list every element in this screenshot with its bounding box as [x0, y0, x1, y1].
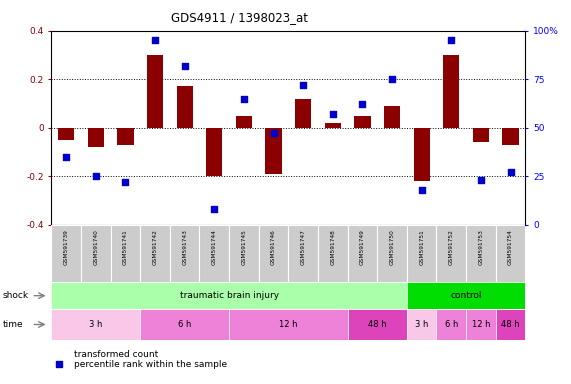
Point — [180, 63, 189, 69]
Text: 12 h: 12 h — [472, 320, 490, 329]
Text: control: control — [451, 291, 482, 300]
Point — [269, 131, 278, 137]
Bar — [288, 225, 318, 282]
Bar — [88, 127, 104, 147]
Bar — [377, 225, 407, 282]
Point — [358, 101, 367, 108]
Bar — [413, 127, 430, 181]
Bar — [443, 55, 460, 127]
Point — [388, 76, 397, 82]
Bar — [407, 225, 436, 282]
Bar — [176, 86, 193, 127]
Text: GSM591753: GSM591753 — [478, 229, 484, 265]
Point — [239, 96, 248, 102]
Bar — [117, 127, 134, 145]
Text: GSM591752: GSM591752 — [449, 229, 454, 265]
Text: GSM591742: GSM591742 — [152, 229, 158, 265]
Text: 12 h: 12 h — [279, 320, 297, 329]
Text: GSM591746: GSM591746 — [271, 229, 276, 265]
Point — [55, 361, 64, 367]
Text: percentile rank within the sample: percentile rank within the sample — [74, 360, 227, 369]
Text: GSM591743: GSM591743 — [182, 229, 187, 265]
Bar — [206, 127, 223, 176]
Bar — [199, 225, 229, 282]
Bar — [436, 225, 466, 282]
Text: GSM591740: GSM591740 — [93, 229, 98, 265]
Text: GSM591744: GSM591744 — [212, 229, 217, 265]
Bar — [51, 282, 407, 309]
Point — [476, 177, 485, 183]
Point — [447, 37, 456, 43]
Text: 3 h: 3 h — [415, 320, 428, 329]
Text: 6 h: 6 h — [178, 320, 191, 329]
Bar — [466, 309, 496, 340]
Bar — [436, 309, 466, 340]
Bar — [502, 127, 518, 145]
Point — [210, 206, 219, 212]
Text: time: time — [3, 320, 23, 329]
Bar — [58, 127, 74, 140]
Bar — [325, 123, 341, 127]
Point — [299, 82, 308, 88]
Bar — [111, 225, 140, 282]
Bar — [407, 309, 436, 340]
Bar — [259, 225, 288, 282]
Bar — [51, 225, 81, 282]
Bar — [496, 309, 525, 340]
Bar — [384, 106, 400, 127]
Bar — [295, 99, 311, 127]
Bar — [140, 309, 229, 340]
Bar — [496, 225, 525, 282]
Point — [91, 173, 100, 179]
Point — [151, 37, 160, 43]
Text: GSM591748: GSM591748 — [330, 229, 335, 265]
Text: GSM591749: GSM591749 — [360, 229, 365, 265]
Point — [328, 111, 337, 117]
Text: GSM591750: GSM591750 — [389, 229, 395, 265]
Point — [506, 169, 515, 175]
Text: GSM591751: GSM591751 — [419, 229, 424, 265]
Text: GSM591754: GSM591754 — [508, 229, 513, 265]
Bar — [140, 225, 170, 282]
Bar — [466, 225, 496, 282]
Point — [417, 187, 426, 193]
Text: GDS4911 / 1398023_at: GDS4911 / 1398023_at — [171, 12, 308, 25]
Bar — [354, 116, 371, 127]
Bar — [473, 127, 489, 142]
Bar — [348, 225, 377, 282]
Text: traumatic brain injury: traumatic brain injury — [179, 291, 279, 300]
Bar — [147, 55, 163, 127]
Text: transformed count: transformed count — [74, 349, 159, 359]
Text: 48 h: 48 h — [368, 320, 387, 329]
Text: GSM591745: GSM591745 — [242, 229, 247, 265]
Bar — [229, 225, 259, 282]
Bar — [81, 225, 111, 282]
Point — [62, 154, 71, 160]
Text: GSM591739: GSM591739 — [64, 229, 69, 265]
Bar — [348, 309, 407, 340]
Text: 3 h: 3 h — [89, 320, 103, 329]
Text: 6 h: 6 h — [445, 320, 458, 329]
Text: shock: shock — [3, 291, 29, 300]
Text: GSM591741: GSM591741 — [123, 229, 128, 265]
Text: 48 h: 48 h — [501, 320, 520, 329]
Text: GSM591747: GSM591747 — [301, 229, 305, 265]
Bar — [236, 116, 252, 127]
Bar — [170, 225, 199, 282]
Bar — [318, 225, 348, 282]
Bar — [407, 282, 525, 309]
Point — [121, 179, 130, 185]
Bar — [266, 127, 282, 174]
Bar — [229, 309, 348, 340]
Bar — [51, 309, 140, 340]
